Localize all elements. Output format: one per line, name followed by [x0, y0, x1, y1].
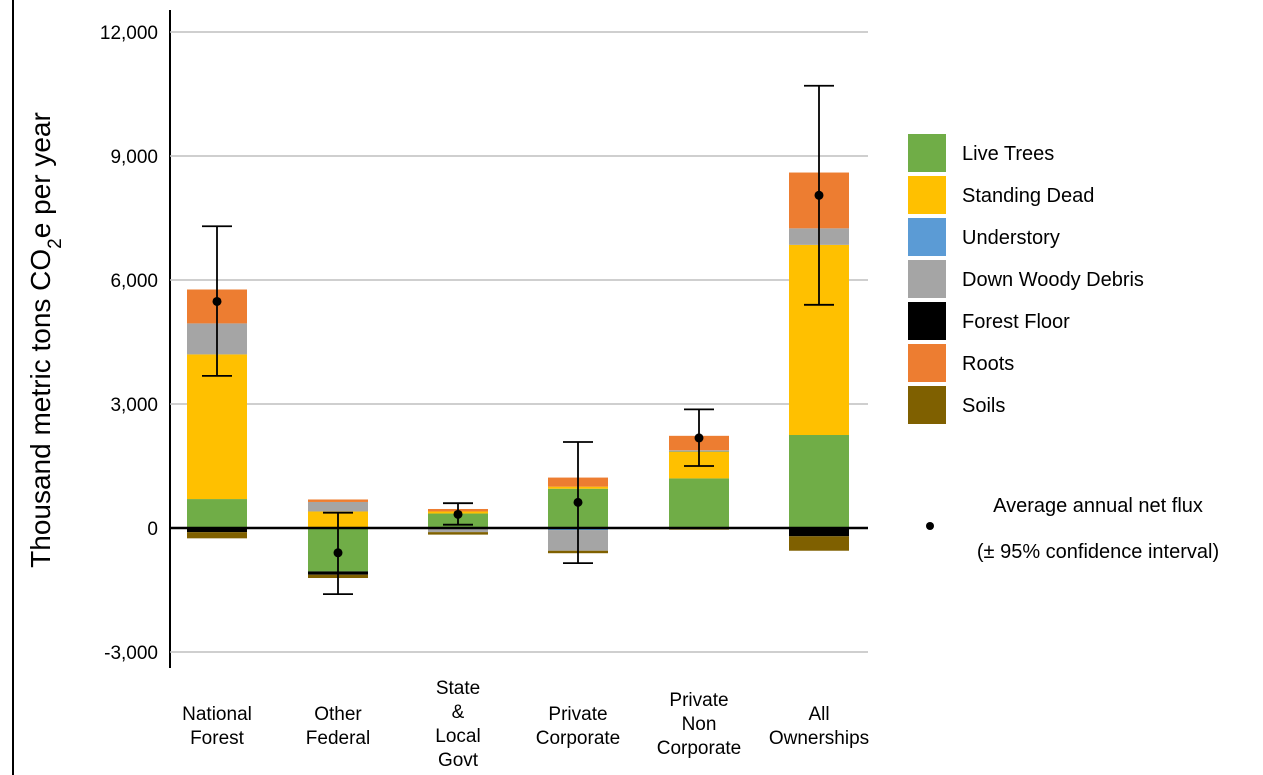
- legend-label-understory: Understory: [962, 227, 1060, 249]
- bar-segment-soils: [187, 532, 247, 539]
- legend: Live Trees Standing Dead Understory Down Wo…: [908, 134, 1219, 563]
- mean-point: [453, 509, 463, 519]
- legend-swatch-understory: [908, 218, 946, 256]
- legend-swatch-roots: [908, 344, 946, 382]
- category-label: Other Federal: [306, 704, 370, 749]
- y-tick-label: -3,000: [104, 643, 158, 664]
- bar-segment-roots: [308, 499, 368, 502]
- bar-segment-standing-dead: [187, 354, 247, 500]
- bar-segment-live-trees: [187, 499, 247, 528]
- category-labels: National Forest Other Federal State & Local Gov…: [182, 678, 869, 771]
- gridlines: [169, 10, 868, 668]
- legend-swatch-standing-dead: [908, 176, 946, 214]
- bar-segment-forest-floor: [789, 528, 849, 537]
- mean-point: [814, 190, 824, 200]
- legend-label-live-trees: Live Trees: [962, 143, 1054, 165]
- y-tick-label: 0: [147, 519, 158, 540]
- bar-segment-live-trees: [669, 478, 729, 528]
- category-label: All Ownerships: [769, 704, 869, 749]
- legend-net-flux-label: Average annual net flux: [993, 495, 1203, 517]
- legend-swatch-down-woody-debris: [908, 260, 946, 298]
- legend-swatch-forest-floor: [908, 302, 946, 340]
- mean-point: [694, 433, 704, 443]
- mean-point: [212, 296, 222, 306]
- legend-label-soils: Soils: [962, 395, 1005, 417]
- legend-label-roots: Roots: [962, 353, 1014, 375]
- legend-confidence-label: (± 95% confidence interval): [977, 541, 1219, 563]
- y-tick-label: 6,000: [110, 271, 158, 292]
- y-tick-label: 9,000: [110, 147, 158, 168]
- mean-point: [333, 548, 343, 558]
- y-axis-label: Thousand metric tons CO2e per year: [25, 112, 66, 568]
- bar-segment-down-woody-debris: [428, 528, 488, 533]
- confidence-intervals: [202, 84, 834, 596]
- legend-label-forest-floor: Forest Floor: [962, 311, 1070, 333]
- mean-point: [573, 497, 583, 507]
- bar-segment-live-trees: [789, 435, 849, 528]
- y-tick-label: 12,000: [100, 23, 158, 44]
- bar-segment-down-woody-debris: [308, 501, 368, 512]
- category-label: Private Non Corporate: [657, 690, 742, 759]
- legend-label-down-woody-debris: Down Woody Debris: [962, 269, 1144, 291]
- category-label: National Forest: [182, 704, 252, 749]
- legend-swatch-soils: [908, 386, 946, 424]
- legend-mean-marker: [926, 522, 934, 530]
- legend-swatch-live-trees: [908, 134, 946, 172]
- bar-segment-forest-floor: [187, 528, 247, 533]
- legend-label-standing-dead: Standing Dead: [962, 185, 1094, 207]
- y-tick-label: 3,000: [110, 395, 158, 416]
- bar-segment-soils: [789, 536, 849, 551]
- left-frame-border: [12, 0, 14, 775]
- stacked-bars: [187, 172, 849, 579]
- category-label: Private Corporate: [536, 704, 621, 749]
- category-label: State & Local Govt: [435, 678, 480, 771]
- y-tick-labels: -3,000 0 3,000 6,000 9,000 12,000: [100, 23, 158, 664]
- bar-segment-soils: [428, 532, 488, 535]
